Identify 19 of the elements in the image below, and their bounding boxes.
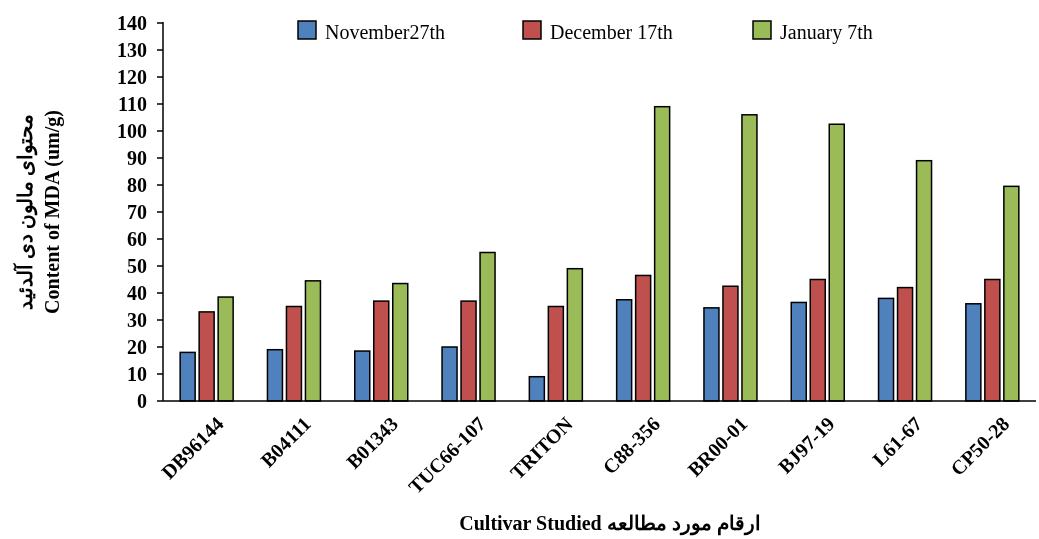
y-tick-label: 120 (117, 66, 147, 88)
y-tick-label: 70 (127, 201, 147, 223)
y-tick-label: 20 (127, 336, 147, 358)
y-tick-label: 80 (127, 174, 147, 196)
y-tick-label: 50 (127, 255, 147, 277)
legend-label: November27th (325, 21, 445, 43)
y-tick-label: 100 (117, 120, 147, 142)
y-tick-label: 90 (127, 147, 147, 169)
x-axis-title: Cultivar Studied ارقام مورد مطالعه (459, 512, 761, 536)
y-tick-label: 10 (127, 363, 147, 385)
y-tick-label: 0 (137, 390, 147, 412)
y-tick-label: 110 (118, 93, 147, 115)
y-tick-label: 40 (127, 282, 147, 304)
y-tick-label: 130 (117, 39, 147, 61)
legend-label: January 7th (780, 21, 873, 44)
y-tick-label: 140 (117, 12, 147, 34)
legend-label: December 17th (550, 21, 673, 43)
y-tick-label: 30 (127, 309, 147, 331)
y-tick-label: 60 (127, 228, 147, 250)
